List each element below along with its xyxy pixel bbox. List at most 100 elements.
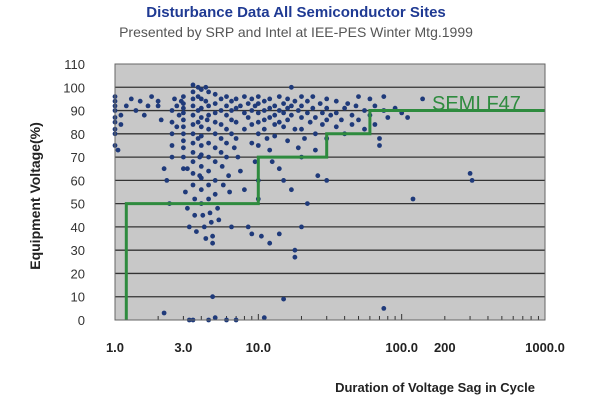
y-tick-label: 100 <box>63 80 85 95</box>
data-point <box>249 140 255 146</box>
data-point <box>339 117 344 123</box>
data-point <box>233 119 239 125</box>
x-tick-label: 200 <box>434 340 456 355</box>
data-point <box>272 112 278 118</box>
data-point <box>238 168 243 174</box>
data-point <box>299 115 304 120</box>
data-point <box>190 171 196 176</box>
data-point <box>161 310 167 316</box>
y-tick-label: 80 <box>71 127 85 142</box>
data-point <box>216 217 222 223</box>
data-point <box>164 178 170 183</box>
data-point <box>255 119 261 125</box>
y-tick-label: 110 <box>64 57 85 72</box>
data-point <box>181 105 186 111</box>
data-point <box>198 96 204 102</box>
data-point <box>200 212 206 218</box>
data-point <box>215 205 221 211</box>
data-point <box>345 101 351 106</box>
data-point <box>210 240 216 246</box>
data-point <box>181 138 186 144</box>
data-point <box>183 189 188 195</box>
data-point <box>201 224 207 230</box>
y-tick-label: 40 <box>71 220 85 235</box>
data-point <box>229 131 234 137</box>
data-point <box>190 82 196 88</box>
data-point <box>212 159 218 165</box>
data-point <box>212 110 218 116</box>
data-point <box>198 164 204 169</box>
data-point <box>255 101 261 106</box>
data-point <box>190 140 196 146</box>
data-point <box>174 124 180 130</box>
data-point <box>218 96 224 102</box>
data-point <box>227 189 233 195</box>
plot-border <box>114 63 546 321</box>
data-point <box>261 315 267 321</box>
data-point <box>281 296 286 302</box>
data-point <box>310 94 316 99</box>
data-point <box>198 187 204 193</box>
data-point <box>176 112 182 118</box>
data-point <box>224 112 229 118</box>
data-point <box>123 103 129 109</box>
data-point <box>362 126 367 132</box>
data-point <box>285 105 290 111</box>
data-point <box>224 126 229 132</box>
data-point <box>229 108 234 113</box>
data-point <box>190 96 196 102</box>
data-point <box>231 145 237 151</box>
y-tick-labels: 0 10 20 30 40 50 60 70 80 90 100 110 <box>63 57 85 328</box>
data-point <box>342 105 347 111</box>
data-point <box>198 124 204 130</box>
data-point <box>381 306 387 311</box>
y-tick-label: 60 <box>71 173 85 188</box>
data-point <box>198 143 204 148</box>
data-point <box>289 112 294 118</box>
data-point <box>155 103 161 109</box>
data-point <box>210 294 216 300</box>
data-point <box>218 122 224 127</box>
data-point <box>206 168 212 174</box>
data-point <box>372 122 378 127</box>
data-point <box>208 219 214 225</box>
data-point <box>320 122 325 127</box>
data-point <box>317 101 323 106</box>
data-point <box>224 94 229 99</box>
data-point <box>292 126 298 132</box>
y-tick-label: 0 <box>78 313 85 328</box>
data-point <box>285 117 290 123</box>
data-point <box>218 136 224 141</box>
data-point <box>195 119 201 125</box>
semi-f47-curve <box>124 109 545 320</box>
data-point <box>212 119 218 125</box>
data-point <box>245 224 251 230</box>
data-point <box>198 105 204 111</box>
data-point <box>212 101 218 106</box>
data-point <box>269 159 275 165</box>
data-point <box>252 159 258 165</box>
data-point <box>381 94 387 99</box>
y-tick-label: 30 <box>71 243 85 258</box>
data-point <box>289 84 294 90</box>
data-point <box>174 103 180 109</box>
data-point <box>181 154 186 160</box>
data-point <box>276 231 282 237</box>
data-point <box>410 196 416 202</box>
y-tick-label: 50 <box>71 197 85 212</box>
data-point <box>169 108 175 113</box>
y-tick-label: 70 <box>71 150 85 165</box>
data-point <box>281 110 286 116</box>
y-tick-label: 20 <box>71 266 85 281</box>
data-point <box>212 178 218 183</box>
data-point <box>281 124 286 130</box>
data-point <box>333 124 339 130</box>
data-point <box>242 94 247 99</box>
data-point <box>181 124 186 130</box>
data-point <box>242 187 247 193</box>
data-point <box>224 154 229 160</box>
x-tick-labels: 1.0 3.0 10.0 100.0 200 1000.0 <box>106 340 565 355</box>
data-point <box>218 108 224 113</box>
data-point <box>249 231 255 237</box>
